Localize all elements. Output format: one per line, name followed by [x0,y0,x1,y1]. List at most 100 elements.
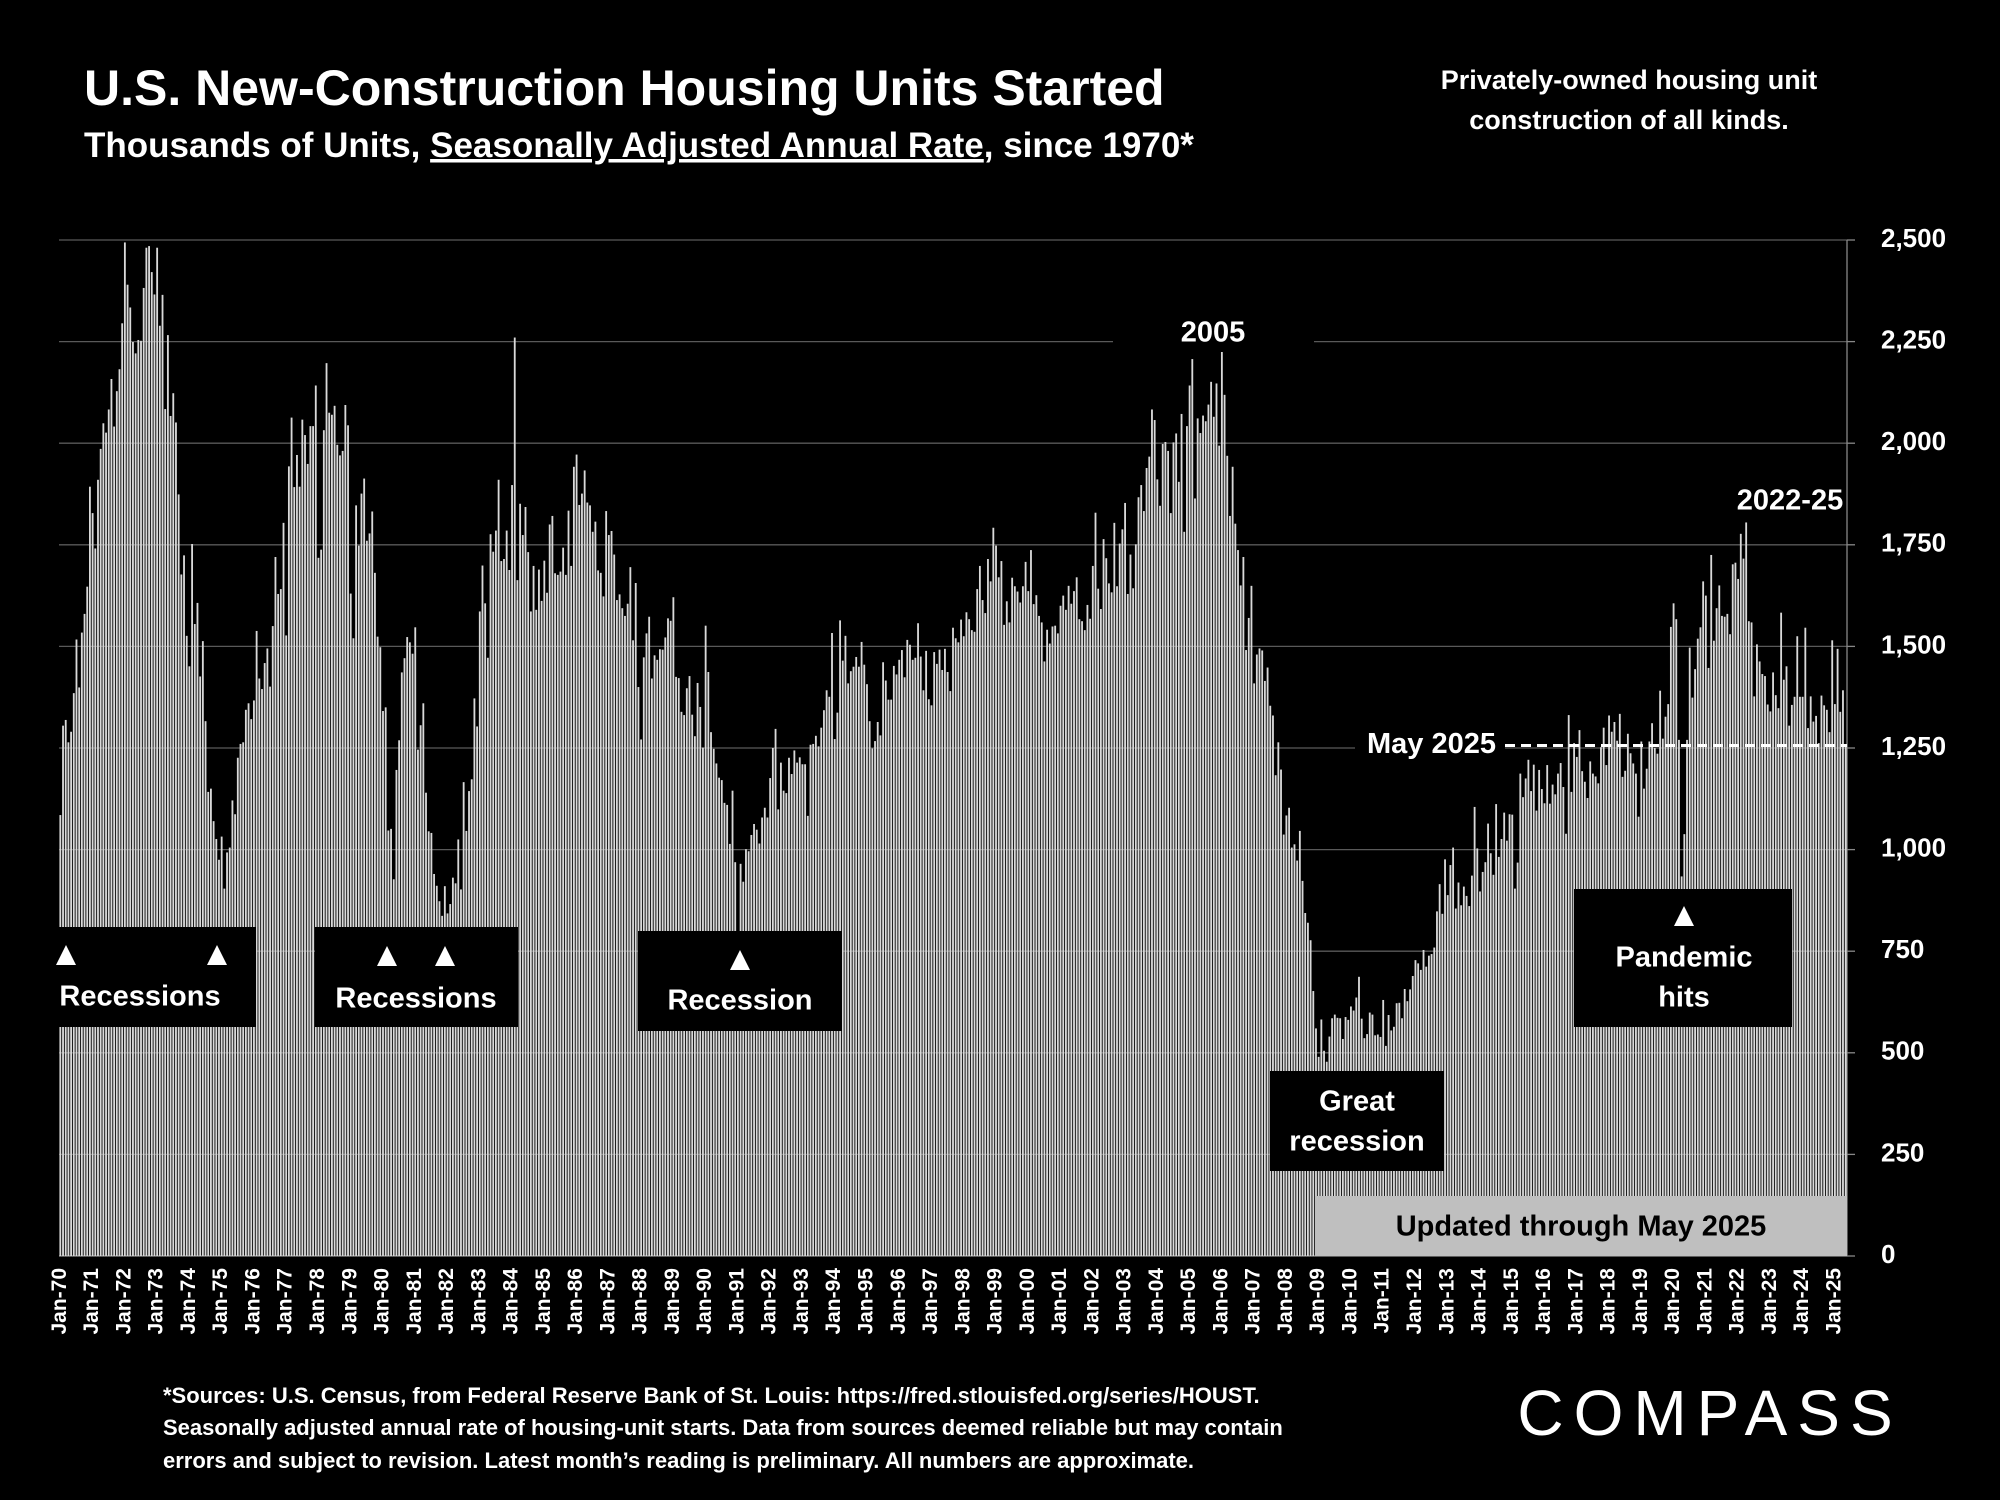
bar [433,873,435,1256]
bar [857,666,860,1256]
bar [852,666,855,1256]
bar [282,522,285,1256]
bar [957,642,960,1256]
x-tick-label: Jan-73 [145,1268,168,1335]
bar [1169,513,1172,1256]
bar [1048,643,1051,1256]
bar [1027,591,1030,1256]
bar [1008,622,1011,1256]
x-tick-label: Jan-09 [1306,1268,1329,1335]
x-tick-label: Jan-83 [467,1268,490,1335]
bar [137,339,140,1257]
bar [1035,595,1038,1256]
bar [1250,585,1253,1256]
bar [866,684,868,1256]
bar [121,323,124,1256]
bar [105,432,107,1256]
bar [1683,834,1686,1256]
bar [527,552,530,1256]
bar [1040,622,1043,1256]
bar [962,636,965,1256]
bar [1548,803,1551,1256]
bar [1298,830,1301,1256]
bar [1446,895,1449,1256]
bar [1051,626,1054,1256]
bar [301,419,304,1257]
bar [1557,773,1559,1256]
bar [1508,814,1511,1256]
bar [277,593,280,1256]
bar [1132,588,1135,1256]
bar [1473,806,1476,1256]
bar [325,363,328,1257]
x-tick-label: Jan-86 [564,1268,587,1335]
bar [758,843,761,1256]
bar [500,561,503,1256]
x-tick-label: Jan-77 [274,1268,297,1335]
bar [357,545,360,1256]
bar [1021,586,1024,1256]
x-tick-label: Jan-92 [758,1268,781,1335]
bar [540,600,543,1256]
bar [564,574,567,1256]
bar [965,612,968,1256]
bar [129,307,132,1256]
bar [860,641,863,1256]
bar [1231,466,1234,1256]
bar [1220,332,1223,1256]
bar [360,493,363,1256]
bar [632,640,634,1256]
bar [1815,715,1817,1256]
y-tick-label: 500 [1881,1036,1924,1066]
bar [1269,705,1272,1256]
annotation: May 2025 [1367,728,1496,760]
bar [1479,891,1481,1256]
bar [1454,908,1457,1256]
bar [1465,895,1468,1256]
bar [392,879,395,1256]
bar [1460,905,1463,1256]
bar [1212,416,1215,1256]
bar [634,583,637,1256]
bar [562,547,565,1256]
bar [1519,773,1522,1256]
bar [1820,695,1823,1256]
bar [234,814,237,1256]
bar [1140,485,1143,1256]
bar [148,246,150,1256]
bar [355,505,358,1256]
x-tick-label: Jan-19 [1629,1268,1652,1335]
bar [1062,595,1065,1256]
bar [1091,565,1094,1256]
bar [1471,875,1473,1256]
annotation: Recessions [59,981,220,1013]
x-tick-label: Jan-04 [1145,1268,1168,1335]
bar [314,385,317,1256]
bar [1468,906,1471,1256]
bar [1503,812,1506,1256]
x-tick-label: Jan-85 [532,1268,555,1335]
bar [1540,789,1543,1256]
bar [1172,442,1175,1256]
bar [978,565,981,1256]
bar [589,505,591,1256]
y-tick-label: 1,000 [1881,832,1946,862]
bar [261,689,263,1256]
bar [1825,709,1828,1256]
bar [1457,882,1460,1256]
bar [610,530,613,1256]
bar [1476,848,1479,1256]
x-tick-label: Jan-20 [1661,1268,1684,1335]
bar [849,671,852,1256]
bar [349,593,352,1256]
bar [586,502,589,1256]
subtitle-part: , since 1970* [984,126,1195,165]
x-tick-label: Jan-95 [855,1268,878,1335]
bar [150,272,153,1256]
bar [215,839,218,1256]
bar [602,596,605,1256]
bar [457,839,460,1256]
bar [430,832,433,1256]
bar [1828,732,1831,1256]
x-tick-label: Jan-06 [1209,1268,1232,1335]
